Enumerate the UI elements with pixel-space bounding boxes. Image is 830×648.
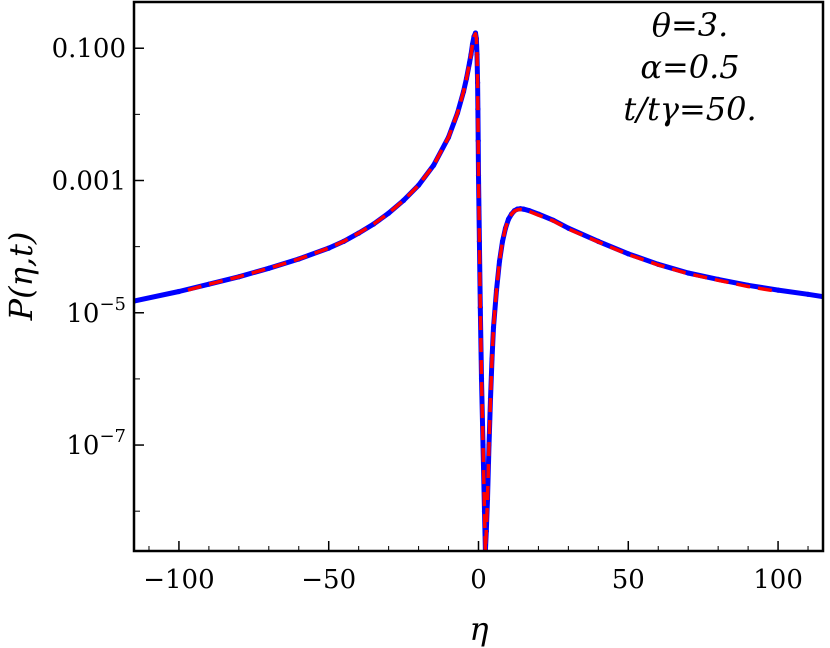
- series-0-point: [625, 251, 631, 257]
- y-axis-title: P(η,t): [2, 232, 40, 322]
- series-0-point: [401, 197, 407, 203]
- x-tick-label: −50: [301, 565, 356, 595]
- series-0-point: [505, 216, 512, 222]
- annotation-theta: θ=3.: [652, 6, 729, 44]
- series-0-point: [520, 206, 527, 212]
- x-tick-label: 100: [753, 565, 803, 595]
- x-tick-label: 0: [470, 565, 487, 595]
- series-0-point: [266, 265, 272, 271]
- plot-area: −100 −50 0 50 100 0.100 0.001 10−5 10−7: [52, 0, 825, 595]
- series-0-point: [478, 376, 485, 382]
- series-0-point: [490, 324, 497, 330]
- series-0-point: [775, 287, 781, 293]
- series-0-point: [685, 270, 691, 276]
- y-tick-label: 0.100: [52, 34, 126, 64]
- y-tick-label: 10−7: [66, 426, 126, 461]
- series-0-point: [431, 162, 437, 168]
- series-0-point: [805, 291, 811, 297]
- x-axis-title: η: [469, 610, 488, 648]
- series-0-point: [466, 60, 473, 66]
- tick-layer: −100 −50 0 50 100 0.100 0.001 10−5 10−7: [52, 34, 809, 595]
- series-layer: [134, 30, 823, 551]
- annotation-box: θ=3. α=0.5 t/tγ=50.: [623, 6, 756, 128]
- annotation-alpha: α=0.5: [640, 48, 739, 86]
- series-0-point: [480, 442, 486, 448]
- series-0-point: [499, 238, 506, 244]
- series-0-point: [496, 258, 503, 264]
- series-0-point: [176, 288, 182, 295]
- series-0-point: [386, 210, 392, 216]
- y-tick-label: 0.001: [52, 167, 126, 197]
- x-tick-label: −100: [143, 565, 214, 595]
- x-tick-label: 50: [612, 565, 645, 595]
- annotation-time-ratio: t/tγ=50.: [623, 90, 756, 128]
- y-tick-label: 10−5: [66, 294, 126, 329]
